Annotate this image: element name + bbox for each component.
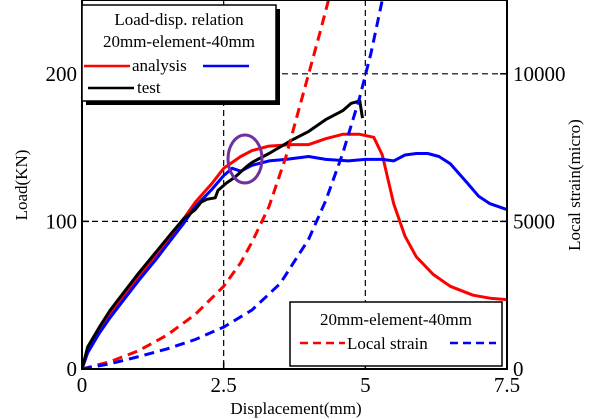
plot-frame [81,0,508,370]
y2-tick-label: 10000 [513,62,566,86]
legend-top-title-line1: Load-disp. relation [114,10,244,29]
legend-bottom-box [289,301,503,367]
x-tick-label: 2.5 [211,373,237,397]
x-tick-label: 5 [360,373,371,397]
legend-strain-label: Local strain [347,334,428,353]
x-tick-label: 7.5 [494,373,520,397]
x-tick-label: 0 [77,373,88,397]
legend-analysis-label: analysis [132,56,187,75]
y2-axis-title: Local strain(micro) [565,119,584,251]
series-strain-20mm [82,0,330,369]
y-tick-label: 0 [67,357,78,381]
y-tick-label: 200 [46,62,78,86]
legend-top-title-line2: 20mm-element-40mm [103,32,255,51]
y-tick-label: 100 [46,209,78,233]
y-axis-title: Load(KN) [12,150,31,221]
x-axis-title: Displacement(mm) [230,399,361,418]
legend-top-box [81,4,277,102]
series-load-40mm [82,152,507,369]
series-strain-40mm [82,0,384,369]
annotation-circle [226,133,264,185]
legend-bottom: 20mm-element-40mm Local strain [289,301,503,367]
series-layer [82,0,507,369]
y2-tick-label: 0 [513,357,524,381]
legend-top: Load-disp. relation 20mm-element-40mm an… [81,4,280,105]
legend-bottom-title: 20mm-element-40mm [320,310,472,329]
series-test [82,98,364,369]
y2-tick-label: 5000 [513,209,555,233]
legend-test-label: test [137,78,161,97]
